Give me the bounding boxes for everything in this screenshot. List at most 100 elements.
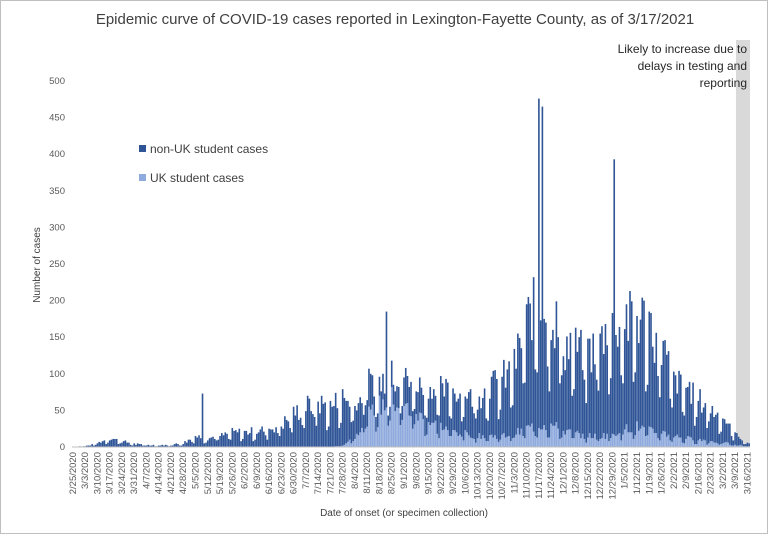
bar-non-uk-student bbox=[434, 395, 437, 421]
bar-uk-student bbox=[438, 438, 440, 447]
bar-non-uk-student bbox=[655, 332, 658, 434]
bar-non-uk-student bbox=[145, 445, 148, 447]
bar-non-uk-student bbox=[574, 327, 577, 433]
bar-uk-student bbox=[361, 427, 363, 447]
x-axis-label: Date of onset (or specimen collection) bbox=[320, 508, 488, 519]
bar-uk-student bbox=[715, 442, 717, 447]
bar-non-uk-student bbox=[746, 442, 749, 447]
bar-non-uk-student bbox=[319, 413, 321, 447]
bar-non-uk-student bbox=[557, 337, 559, 429]
y-tick-label: 250 bbox=[49, 259, 65, 270]
bar-non-uk-student bbox=[492, 370, 495, 438]
bar-non-uk-student bbox=[662, 340, 665, 431]
bar-non-uk-student bbox=[709, 413, 712, 442]
bar-non-uk-student bbox=[397, 386, 400, 409]
bar-non-uk-student bbox=[249, 433, 251, 447]
bar-non-uk-student bbox=[329, 400, 332, 447]
bar-non-uk-student bbox=[164, 444, 167, 447]
bar-non-uk-student bbox=[256, 433, 258, 447]
bar-non-uk-student bbox=[385, 311, 388, 408]
bar-uk-student bbox=[401, 419, 404, 447]
bar-non-uk-student bbox=[317, 401, 319, 447]
bar-uk-student bbox=[425, 434, 428, 447]
bar-uk-student bbox=[718, 444, 721, 447]
bar-uk-student bbox=[483, 438, 486, 447]
bar-non-uk-student bbox=[487, 420, 489, 442]
bar-uk-student bbox=[706, 444, 708, 447]
bar-uk-student bbox=[623, 429, 626, 447]
bar-non-uk-student bbox=[697, 400, 700, 441]
bar-uk-student bbox=[601, 438, 603, 447]
bar-non-uk-student bbox=[573, 389, 575, 439]
bar-non-uk-student bbox=[480, 408, 482, 439]
bar-uk-student bbox=[646, 435, 649, 447]
bar-uk-student bbox=[608, 441, 610, 447]
bar-non-uk-student bbox=[517, 333, 519, 428]
bar-non-uk-student bbox=[485, 418, 488, 442]
bar-non-uk-student bbox=[184, 441, 186, 447]
bar-non-uk-student bbox=[338, 427, 340, 447]
bar-non-uk-student bbox=[543, 318, 545, 426]
bar-non-uk-student bbox=[229, 439, 232, 447]
bar-non-uk-student bbox=[532, 277, 535, 432]
x-tick-label: 9/1/2020 bbox=[399, 452, 410, 489]
bar-non-uk-student bbox=[618, 326, 621, 434]
x-tick-label: 12/15/2020 bbox=[583, 452, 594, 500]
x-tick-label: 5/26/2020 bbox=[227, 452, 238, 494]
bar-non-uk-student bbox=[401, 406, 404, 420]
x-tick-label: 9/29/2020 bbox=[448, 452, 459, 494]
bar-non-uk-student bbox=[580, 329, 582, 439]
bar-non-uk-student bbox=[161, 444, 164, 447]
bar-uk-student bbox=[695, 444, 698, 447]
bar-non-uk-student bbox=[94, 444, 97, 447]
bar-uk-student bbox=[674, 436, 677, 447]
bar-uk-student bbox=[669, 440, 672, 447]
bar-non-uk-student bbox=[520, 348, 523, 429]
y-tick-label: 350 bbox=[49, 186, 65, 197]
bar-non-uk-student bbox=[504, 387, 507, 438]
x-tick-label: 4/28/2020 bbox=[178, 452, 189, 494]
bar-non-uk-student bbox=[101, 441, 104, 447]
bar-non-uk-student bbox=[718, 433, 721, 445]
delay-annotation: Likely to increase due to delays in test… bbox=[618, 42, 748, 90]
bar-non-uk-student bbox=[667, 351, 670, 435]
bar-non-uk-student bbox=[629, 291, 631, 433]
bar-non-uk-student bbox=[298, 419, 300, 447]
bar-non-uk-student bbox=[609, 378, 612, 439]
bar-uk-student bbox=[545, 430, 547, 447]
bar-non-uk-student bbox=[672, 371, 675, 438]
bar-non-uk-student bbox=[217, 439, 220, 447]
bar-non-uk-student bbox=[194, 436, 197, 447]
bar-uk-student bbox=[439, 422, 442, 447]
bar-non-uk-student bbox=[650, 313, 652, 428]
bar-non-uk-student bbox=[706, 427, 708, 445]
bar-non-uk-student bbox=[599, 333, 602, 439]
y-axis-ticks: 0 50 100 150 200 250 300 350 400 450 500 bbox=[49, 76, 65, 453]
bar-non-uk-student bbox=[100, 442, 102, 447]
bar-uk-student bbox=[459, 434, 461, 447]
bar-non-uk-student bbox=[336, 408, 339, 447]
bar-non-uk-student bbox=[143, 445, 146, 447]
bar-non-uk-student bbox=[341, 389, 344, 446]
bar-non-uk-student bbox=[685, 387, 687, 439]
bar-non-uk-student bbox=[550, 340, 552, 424]
legend-swatch-non-uk bbox=[139, 145, 146, 152]
bar-uk-student bbox=[532, 431, 535, 447]
bar-non-uk-student bbox=[203, 443, 206, 447]
x-tick-label: 4/21/2020 bbox=[166, 452, 177, 494]
x-tick-label: 3/24/2020 bbox=[117, 452, 128, 494]
bars-layer bbox=[79, 98, 750, 447]
bar-uk-student bbox=[380, 414, 383, 447]
bar-non-uk-student bbox=[522, 383, 524, 437]
bar-uk-student bbox=[609, 438, 612, 447]
bar-non-uk-student bbox=[466, 398, 468, 433]
bar-uk-student bbox=[366, 426, 369, 447]
bar-uk-student bbox=[359, 432, 361, 447]
bar-uk-student bbox=[604, 438, 607, 447]
bar-uk-student bbox=[431, 422, 433, 447]
bar-uk-student bbox=[632, 438, 635, 447]
bar-non-uk-student bbox=[496, 378, 498, 439]
bar-non-uk-student bbox=[404, 367, 407, 404]
bar-non-uk-student bbox=[708, 421, 710, 444]
bar-non-uk-student bbox=[150, 445, 153, 447]
